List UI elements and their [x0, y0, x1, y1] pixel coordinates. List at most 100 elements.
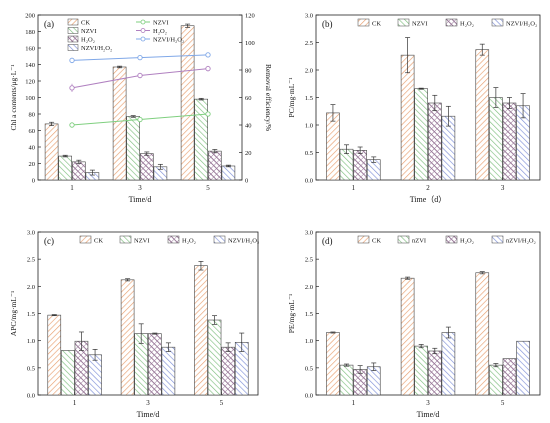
legend-label: NZVI/H₂O₂ [81, 45, 112, 52]
y-tick-label: 0.5 [305, 365, 313, 372]
legend-label: H₂O₂ [153, 28, 167, 35]
legend-label: CK [81, 20, 90, 27]
bar-nzvi-1 [58, 155, 73, 181]
x-axis-label: Time/d [129, 195, 152, 204]
bar-ck-3 [120, 279, 135, 396]
legend-label: CK [372, 21, 381, 28]
y-tick-label: 3.0 [305, 230, 313, 237]
bar-nzvi-2 [414, 88, 429, 181]
panel-label: (d) [322, 236, 333, 246]
line-point [137, 72, 143, 79]
y-axis-label: PE/mg·mL⁻¹ [287, 294, 296, 334]
legend-swatch [357, 18, 370, 27]
line-point [69, 85, 75, 91]
bar-ho-3 [427, 350, 442, 396]
bar-ho-3 [148, 333, 162, 396]
y-tick-label: 1.5 [305, 311, 313, 318]
bar-ho-3 [140, 153, 154, 181]
y-tick-label: 0.0 [305, 178, 313, 185]
line-point [205, 65, 211, 72]
x-tick-label: 1 [352, 184, 356, 192]
bar-ck-1 [47, 314, 62, 396]
y-axis-label: Chl a contents/μg·L⁻¹ [9, 64, 18, 130]
bar-nzvi-1 [61, 350, 75, 396]
x-tick-label: 2 [426, 184, 430, 192]
legend-swatch [491, 235, 504, 244]
legend-marker [140, 36, 146, 42]
x-tick-label: 3 [146, 399, 150, 407]
y-tick-label: 160 [25, 46, 35, 53]
bar-nzviho-1 [88, 354, 102, 396]
legend-swatch [67, 27, 79, 34]
legend-swatch [213, 235, 226, 244]
bar-nzvi-5 [194, 98, 208, 181]
x-tick-label: 1 [73, 399, 77, 407]
x-tick-label: 3 [501, 184, 505, 192]
legend-label: H₂O₂ [81, 37, 95, 44]
legend-label: H₂O₂ [182, 238, 196, 245]
y-axis-label: APC/mg·mL⁻¹ [9, 291, 18, 336]
legend-label: NZVI [412, 21, 428, 28]
y-tick-label: 100 [25, 95, 35, 102]
bar-nzvi-5 [207, 319, 222, 396]
bar-nzvi-5 [489, 364, 503, 396]
y2-tick-label: 0 [245, 178, 248, 185]
y-tick-label: 1.0 [27, 338, 35, 345]
y2-axis-label: Removal efficiency/% [264, 64, 273, 131]
y-tick-label: 2.0 [305, 284, 313, 291]
y2-tick-label: 80 [245, 68, 252, 75]
bar-ck-3 [112, 66, 127, 181]
bar-ck-5 [180, 25, 195, 181]
y-tick-label: 2.5 [27, 257, 35, 264]
bar-ck-2 [400, 54, 415, 181]
y-tick-label: 0.5 [27, 365, 35, 372]
x-axis-label: Time/d [417, 410, 440, 419]
bar-ho-5 [502, 358, 517, 396]
y-tick-label: 2.0 [305, 68, 313, 75]
y-tick-label: 3.0 [27, 230, 35, 237]
legend-label: H₂O₂ [460, 21, 474, 28]
y-tick-label: 0.5 [305, 150, 313, 157]
bar-ho-2 [427, 102, 442, 181]
x-axis-label: Time/d [137, 410, 160, 419]
legend-label: NZVI [134, 238, 150, 245]
legend-swatch [167, 235, 180, 244]
x-tick-label: 5 [220, 399, 224, 407]
bar-nzvi-3 [414, 345, 429, 396]
legend-swatch [67, 35, 79, 43]
y-tick-label: 20 [29, 161, 36, 168]
chart-panel-3: 0.0 0.5 1.0 1.5 2.0 2.5 3.0 1 3 5 (d) Time/d PE/mg·m… [287, 230, 541, 419]
panel-label: (a) [44, 19, 54, 29]
chart-panel-1: 0.0 0.5 1.0 1.5 2.0 2.5 3.0 1 2 3 (b) Time（d） PC/mg·… [287, 13, 541, 204]
line-point [69, 122, 75, 128]
x-tick-label: 1 [352, 399, 356, 407]
legend-marker [140, 19, 146, 25]
y-tick-label: 60 [29, 128, 36, 135]
y-tick-label: 1.0 [305, 123, 313, 130]
line-point [137, 54, 143, 61]
legend-swatch [357, 235, 370, 244]
legend-swatch [445, 18, 458, 27]
bar-ho-1 [353, 150, 367, 181]
bar-ck-5 [475, 272, 490, 396]
panel-label: (b) [322, 19, 333, 29]
bar-ho-1 [72, 161, 86, 181]
y2-tick-label: 20 [245, 150, 252, 157]
y-tick-label: 180 [25, 29, 35, 36]
bar-ho-5 [221, 346, 235, 396]
legend-label: NZVI/H₂O₂ [228, 238, 259, 245]
y2-tick-label: 120 [245, 13, 255, 20]
legend-label: CK [372, 238, 381, 245]
y2-tick-label: 100 [245, 40, 255, 47]
legend-swatch [397, 18, 410, 27]
line-point [69, 57, 75, 64]
y-tick-label: 80 [29, 112, 36, 119]
bar-nzvi-3 [126, 116, 140, 181]
legend-swatch [67, 18, 79, 26]
line-point [205, 111, 211, 117]
legend-swatch [67, 44, 79, 51]
legend-label: NZVI [153, 20, 169, 27]
y-tick-label: 0 [32, 178, 35, 185]
legend-label: CK [94, 238, 103, 245]
